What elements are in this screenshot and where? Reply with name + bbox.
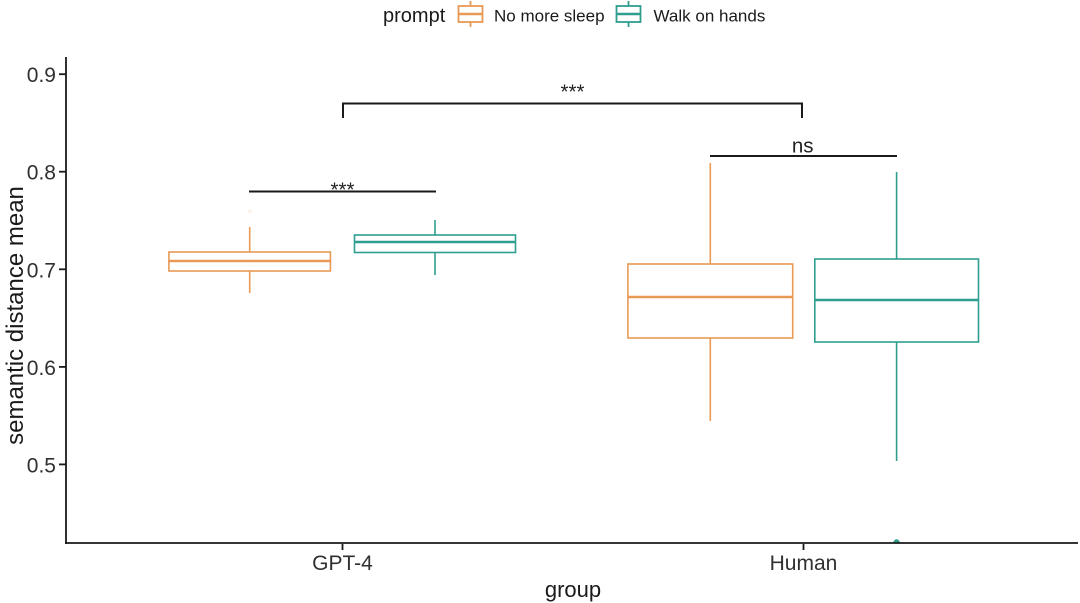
svg-text:semantic distance mean: semantic distance mean [2, 186, 29, 445]
svg-text:***: *** [561, 81, 585, 104]
svg-text:0.8: 0.8 [27, 162, 56, 185]
svg-text:ns: ns [792, 135, 814, 158]
svg-text:0.5: 0.5 [27, 454, 56, 477]
svg-text:No more sleep: No more sleep [494, 7, 605, 26]
svg-text:***: *** [331, 179, 355, 202]
svg-text:Human: Human [770, 552, 838, 575]
svg-text:0.6: 0.6 [27, 357, 56, 380]
svg-text:prompt: prompt [383, 5, 446, 27]
svg-text:0.9: 0.9 [27, 64, 56, 87]
svg-text:0.7: 0.7 [27, 259, 56, 282]
svg-text:GPT-4: GPT-4 [312, 552, 373, 575]
svg-text:group: group [545, 577, 601, 602]
svg-text:Walk on hands: Walk on hands [654, 7, 766, 26]
